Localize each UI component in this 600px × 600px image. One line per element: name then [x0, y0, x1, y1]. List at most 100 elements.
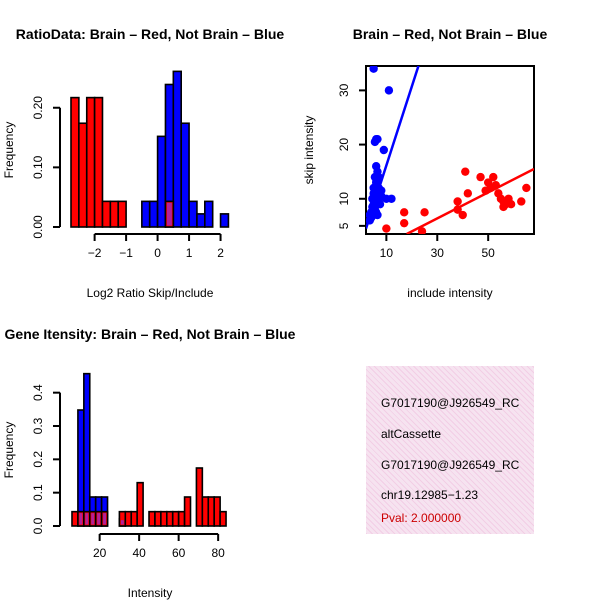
brain-bar	[165, 510, 174, 527]
brain-bar	[171, 510, 180, 527]
brain-bar	[117, 200, 127, 228]
y-tick-label: 10	[337, 192, 351, 206]
brain-bar	[201, 496, 210, 527]
scatter-title: Brain – Red, Not Brain – Blue	[353, 26, 548, 42]
brain-bar	[109, 200, 120, 228]
brain-bar	[78, 122, 88, 228]
not-brain-point	[379, 145, 389, 155]
brain-bar	[101, 200, 112, 228]
x-tick-label: 50	[482, 246, 496, 260]
intensity-histogram: Gene Itensity: Brain – Red, Not Brain – …	[2, 326, 296, 600]
not-brain-bar	[148, 200, 159, 228]
brain-point	[491, 181, 501, 190]
event-id-line-1: G7017190@J926549_RC	[381, 396, 520, 410]
not-brain-bar	[156, 135, 167, 228]
x-tick-label: 20	[93, 546, 107, 560]
not-brain-bar	[188, 200, 198, 228]
y-tick-label: 0.0	[31, 517, 45, 534]
brain-point	[458, 210, 467, 220]
not-brain-point	[387, 194, 396, 203]
scatter-marks	[366, 66, 534, 234]
x-tick-label: 10	[380, 246, 394, 260]
brain-bar	[183, 496, 192, 527]
ratio-histogram-title: RatioData: Brain – Red, Not Brain – Blue	[16, 26, 285, 42]
brain-bar	[136, 481, 144, 527]
not-brain-bar	[180, 122, 190, 228]
brain-bar	[207, 496, 215, 527]
x-tick-label: 0	[154, 246, 161, 260]
not-brain-bar	[83, 372, 91, 527]
overlap-fill	[79, 513, 83, 525]
scatter-ylabel: skip intensity	[302, 116, 316, 185]
not-brain-point	[373, 210, 382, 220]
not-brain-point	[366, 216, 375, 225]
not-brain-point	[369, 66, 378, 73]
brain-point	[499, 202, 508, 212]
x-tick-label: −2	[88, 246, 102, 260]
brain-bar	[93, 96, 104, 228]
overlap-fill	[91, 513, 95, 525]
brain-bar	[177, 510, 186, 527]
brain-bar	[154, 510, 162, 527]
not-brain-point	[384, 86, 394, 95]
x-tick-label: 30	[431, 246, 445, 260]
brain-bar	[195, 467, 204, 527]
overlap-fill	[166, 202, 172, 226]
event-location-line: chr19.12985−1.23	[381, 488, 479, 502]
not-brain-bar	[196, 213, 206, 228]
x-tick-label: 60	[172, 546, 186, 560]
y-tick-label: 0.4	[31, 384, 45, 401]
overlap-fill	[97, 513, 101, 525]
not-brain-bar	[219, 213, 230, 228]
brain-bar	[130, 510, 138, 527]
y-tick-label: 0.2	[31, 451, 45, 468]
brain-point	[489, 172, 498, 182]
brain-bar	[70, 96, 80, 228]
brain-bar	[148, 510, 156, 527]
x-tick-label: 1	[186, 246, 193, 260]
brain-bar	[71, 510, 79, 527]
not-brain-bar	[172, 70, 182, 228]
event-type-line: altCassette	[381, 427, 442, 441]
intensity-histogram-xlabel: Intensity	[128, 586, 173, 600]
y-tick-label: 5	[337, 222, 351, 229]
ratio-histogram-ylabel: Frequency	[2, 122, 16, 179]
intensity-histogram-ylabel: Frequency	[2, 422, 16, 479]
brain-bar	[160, 510, 168, 527]
not-brain-bar	[204, 200, 214, 228]
y-tick-label: 0.00	[31, 215, 45, 239]
brain-point	[399, 218, 409, 228]
brain-bar	[85, 96, 96, 228]
not-brain-point	[370, 137, 380, 147]
y-tick-label: 20	[337, 138, 351, 152]
scatter-plot-frame	[365, 65, 535, 235]
not-brain-bar	[141, 200, 151, 228]
overlap-fill	[85, 513, 89, 525]
brain-bar	[213, 496, 221, 527]
y-tick-label: 30	[337, 83, 351, 97]
brain-point	[461, 167, 470, 176]
brain-point	[453, 197, 462, 206]
y-tick-label: 0.10	[31, 155, 45, 179]
intensity-scatter: Brain – Red, Not Brain – Blue 10 30 50 5 10 2…	[302, 26, 547, 300]
brain-point	[420, 208, 429, 217]
ratio-histogram: RatioData: Brain – Red, Not Brain – Blue…	[2, 26, 284, 300]
brain-point	[476, 172, 485, 182]
brain-point	[382, 224, 391, 233]
brain-point	[453, 205, 462, 214]
brain-point	[517, 197, 526, 206]
brain-point	[417, 227, 427, 234]
x-tick-label: −1	[119, 246, 133, 260]
y-tick-label: 0.1	[31, 484, 45, 501]
brain-point	[399, 208, 409, 217]
brain-point	[463, 189, 473, 198]
pval-line: Pval: 2.000000	[381, 511, 462, 525]
not-brain-bar	[77, 409, 85, 527]
x-tick-label: 2	[217, 246, 224, 260]
event-info-panel: G7017190@J926549_RC altCassette G7017190…	[366, 366, 534, 534]
brain-point	[522, 183, 531, 193]
event-id-line-2: G7017190@J926549_RC	[381, 458, 520, 472]
brain-regression-line	[406, 167, 534, 234]
y-tick-label: 0.3	[31, 417, 45, 434]
